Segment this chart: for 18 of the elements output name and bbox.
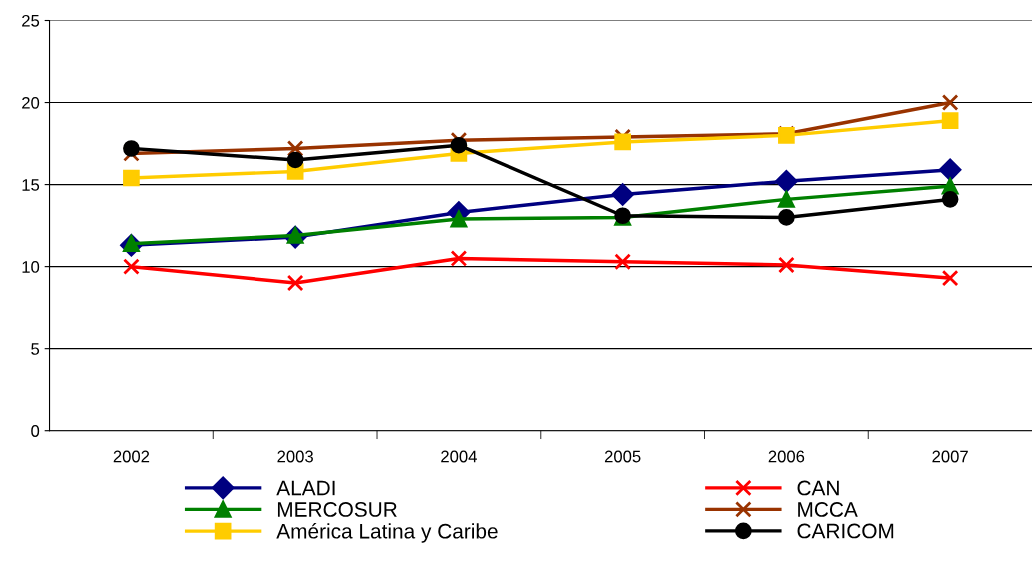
legend-label: ALADI (276, 480, 335, 496)
y-tick-label: 10 (22, 261, 40, 273)
legend-label: MCCA (798, 502, 858, 517)
y-tick-label: 25 (22, 14, 40, 27)
legend-label: CARICOM (797, 523, 894, 539)
legend-label: MERCOSUR (277, 502, 397, 517)
x-tick-label: 2006 (768, 450, 805, 463)
y-tick-label: 15 (22, 179, 40, 191)
y-tick-label: 20 (22, 96, 40, 109)
x-tick-label: 2005 (604, 450, 641, 463)
legend-label: CAN (797, 480, 839, 496)
x-tick-label: 2002 (113, 450, 150, 463)
y-tick-label: 5 (31, 343, 40, 355)
y-tick-label: 0 (31, 425, 40, 437)
legend-label: América Latina y Caribe (276, 523, 498, 543)
x-tick-label: 2007 (932, 450, 968, 463)
x-tick-label: 2003 (277, 450, 313, 463)
x-tick-label: 2004 (441, 450, 477, 463)
